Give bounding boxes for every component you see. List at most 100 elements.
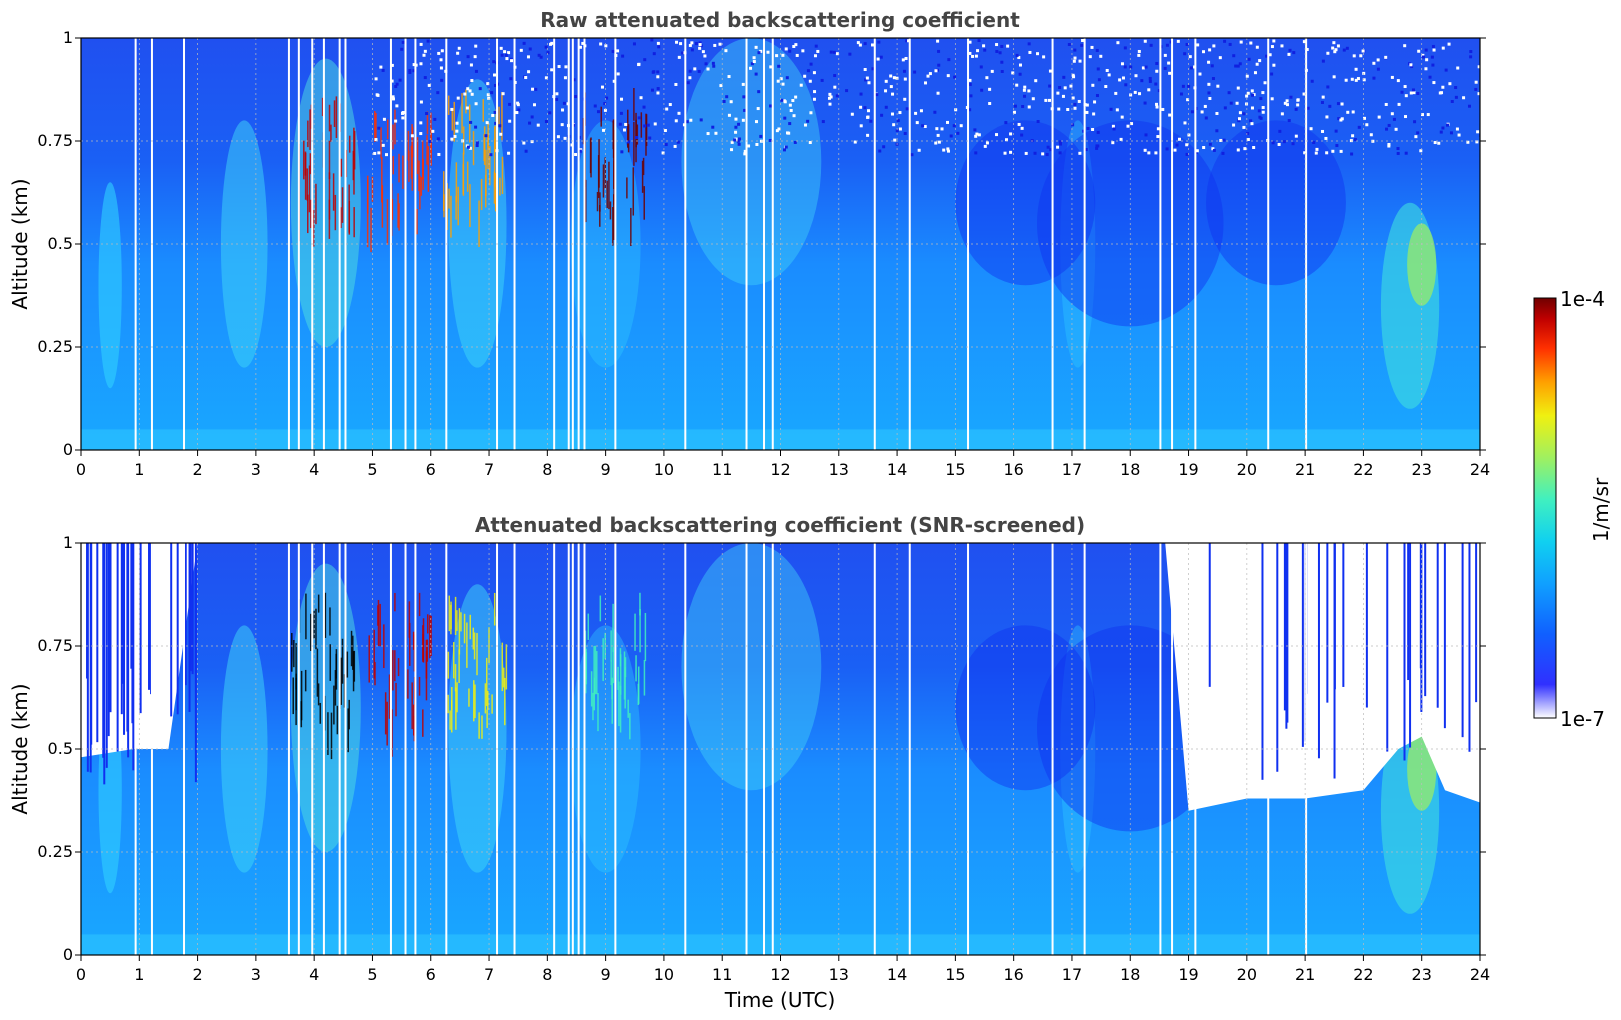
cloud-streak bbox=[386, 701, 388, 746]
noise-speckle bbox=[457, 46, 461, 50]
noise-speckle bbox=[549, 42, 553, 46]
cloud-streak bbox=[619, 654, 622, 695]
noise-speckle bbox=[813, 90, 817, 94]
noise-speckle bbox=[1384, 55, 1388, 59]
cloud-streak bbox=[504, 677, 506, 726]
noise-speckle bbox=[734, 117, 738, 121]
noise-speckle bbox=[1280, 112, 1284, 116]
noise-speckle bbox=[1143, 148, 1147, 152]
noise-speckle bbox=[1129, 93, 1133, 97]
cloud-streak bbox=[505, 644, 508, 690]
noise-speckle bbox=[1077, 99, 1081, 103]
cloud-streak bbox=[596, 651, 598, 695]
noise-speckle bbox=[1326, 85, 1330, 89]
noise-speckle bbox=[895, 129, 899, 133]
x-tick-label: 21 bbox=[1295, 460, 1315, 479]
noise-speckle bbox=[1331, 149, 1335, 153]
noise-speckle bbox=[491, 113, 495, 117]
noise-speckle bbox=[1268, 53, 1272, 57]
cloud-streak bbox=[317, 683, 320, 706]
noise-speckle bbox=[781, 53, 785, 57]
noise-speckle bbox=[795, 53, 799, 57]
cloud-streak bbox=[602, 164, 605, 198]
cloud-streak bbox=[455, 162, 458, 203]
cloud-streak bbox=[604, 157, 606, 189]
noise-speckle bbox=[1063, 86, 1067, 90]
cloud-streak bbox=[627, 124, 630, 153]
noise-speckle bbox=[1107, 73, 1111, 77]
noise-speckle bbox=[528, 47, 532, 51]
noise-speckle bbox=[475, 141, 479, 145]
noise-speckle bbox=[1183, 121, 1187, 125]
screened-profile bbox=[1283, 543, 1286, 711]
noise-speckle bbox=[867, 81, 871, 85]
cloud-streak bbox=[395, 682, 397, 717]
noise-speckle bbox=[419, 121, 423, 125]
noise-speckle bbox=[727, 113, 731, 117]
noise-speckle bbox=[537, 53, 541, 57]
noise-speckle bbox=[1096, 144, 1100, 148]
noise-speckle bbox=[440, 78, 444, 82]
data-gap bbox=[389, 38, 392, 450]
cloud-streak bbox=[612, 119, 615, 158]
screened-profile bbox=[148, 543, 151, 690]
noise-speckle bbox=[1291, 142, 1295, 146]
noise-speckle bbox=[1156, 127, 1160, 131]
noise-speckle bbox=[729, 100, 733, 104]
cloud-streak bbox=[328, 140, 331, 180]
noise-speckle bbox=[627, 140, 631, 144]
noise-speckle bbox=[942, 148, 946, 152]
noise-speckle bbox=[377, 151, 381, 155]
cloud-streak bbox=[450, 700, 453, 733]
noise-speckle bbox=[635, 136, 639, 140]
x-tick-label: 24 bbox=[1470, 460, 1490, 479]
noise-speckle bbox=[486, 82, 490, 86]
cloud-streak bbox=[335, 96, 338, 138]
noise-speckle bbox=[1332, 75, 1336, 79]
noise-speckle bbox=[923, 124, 927, 128]
noise-speckle bbox=[544, 45, 548, 49]
screened-profile bbox=[1424, 543, 1427, 697]
cloud-streak bbox=[599, 205, 601, 227]
noise-speckle bbox=[419, 42, 423, 46]
noise-speckle bbox=[1363, 116, 1367, 120]
cloud-streak bbox=[312, 210, 315, 247]
cloud-streak bbox=[624, 657, 627, 678]
noise-speckle bbox=[1255, 45, 1259, 49]
cloud-streak bbox=[392, 650, 394, 691]
cloud-streak bbox=[487, 690, 489, 710]
noise-speckle bbox=[374, 138, 378, 142]
noise-speckle bbox=[581, 41, 585, 45]
data-gap bbox=[763, 543, 766, 955]
noise-speckle bbox=[1140, 79, 1144, 83]
noise-speckle bbox=[1149, 43, 1153, 47]
noise-speckle bbox=[1259, 97, 1263, 101]
noise-speckle bbox=[1377, 115, 1381, 119]
noise-speckle bbox=[1246, 131, 1250, 135]
noise-speckle bbox=[1263, 81, 1267, 85]
cloud-streak bbox=[585, 652, 588, 685]
x-tick-label: 6 bbox=[426, 460, 436, 479]
cloud-streak bbox=[411, 147, 414, 191]
noise-speckle bbox=[769, 65, 773, 69]
cloud-streak bbox=[411, 682, 413, 730]
noise-speckle bbox=[1325, 151, 1329, 155]
cloud-streak bbox=[416, 208, 418, 235]
data-gap bbox=[684, 543, 687, 955]
cloud-streak bbox=[469, 614, 472, 640]
noise-speckle bbox=[1066, 108, 1070, 112]
noise-speckle bbox=[1177, 137, 1181, 141]
noise-speckle bbox=[904, 56, 908, 60]
noise-speckle bbox=[616, 72, 620, 76]
screened-profile bbox=[1502, 543, 1504, 687]
x-tick-label: 11 bbox=[712, 460, 732, 479]
noise-speckle bbox=[516, 103, 520, 107]
noise-speckle bbox=[990, 69, 994, 73]
noise-speckle bbox=[866, 133, 870, 137]
noise-speckle bbox=[864, 78, 868, 82]
noise-speckle bbox=[1252, 93, 1256, 97]
noise-speckle bbox=[1126, 124, 1130, 128]
cloud-streak bbox=[604, 632, 606, 660]
screened-profile bbox=[176, 543, 179, 715]
noise-speckle bbox=[905, 39, 909, 43]
